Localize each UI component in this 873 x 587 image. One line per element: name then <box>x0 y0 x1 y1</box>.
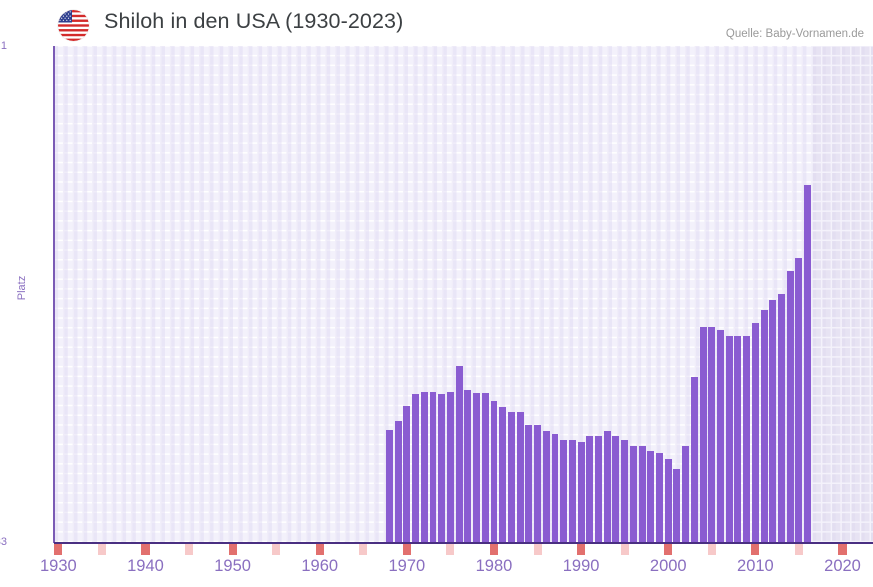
bar-2012[interactable] <box>769 300 777 543</box>
bar-2016[interactable] <box>804 185 812 543</box>
x-axis-major-mark-1960 <box>315 544 324 555</box>
bar-2005[interactable] <box>708 327 716 543</box>
bar-2007[interactable] <box>725 336 733 543</box>
bar-1972[interactable] <box>420 392 428 543</box>
bar-2010[interactable] <box>751 323 759 543</box>
bar-1969[interactable] <box>394 421 402 543</box>
bar-1986[interactable] <box>542 431 550 543</box>
x-axis-minor-mark-1995 <box>620 544 629 555</box>
no-data-grid <box>812 46 873 543</box>
x-tick-label-1960: 1960 <box>301 557 339 575</box>
y-axis-tick-top: 1 <box>0 40 7 52</box>
x-axis-major-mark-2000 <box>664 544 673 555</box>
bar-1988[interactable] <box>560 440 568 543</box>
bar-2008[interactable] <box>734 336 742 543</box>
y-axis-title: Platz <box>16 275 28 301</box>
bar-2003[interactable] <box>690 377 698 543</box>
x-axis-major-mark-1940 <box>141 544 150 555</box>
x-tick-label-1950: 1950 <box>214 557 251 575</box>
bar-1976[interactable] <box>455 366 463 543</box>
bar-1977[interactable] <box>464 390 472 543</box>
bar-2013[interactable] <box>778 294 785 543</box>
x-tick-label-1980: 1980 <box>475 557 513 575</box>
x-tick-label-2020: 2020 <box>824 557 861 575</box>
plot-area <box>54 46 873 543</box>
bar-1992[interactable] <box>595 436 603 543</box>
bar-1979[interactable] <box>481 393 489 543</box>
bar-2002[interactable] <box>682 446 690 543</box>
x-axis-major-mark-2020 <box>838 544 847 555</box>
bar-2014[interactable] <box>786 271 794 543</box>
y-axis-tick-bottom: 17633 <box>0 536 7 548</box>
bar-1974[interactable] <box>438 394 446 543</box>
bar-1971[interactable] <box>412 394 420 543</box>
source-attribution: Quelle: Baby-Vornamen.de <box>725 28 864 40</box>
x-axis-major-mark-1930 <box>54 544 63 555</box>
bar-1990[interactable] <box>577 442 585 543</box>
bar-1989[interactable] <box>568 440 576 543</box>
bar-2009[interactable] <box>743 336 751 543</box>
bar-1973[interactable] <box>429 392 437 543</box>
x-axis-major-mark-1980 <box>489 544 499 555</box>
bar-1996[interactable] <box>629 446 637 543</box>
bar-1978[interactable] <box>473 393 481 543</box>
bar-1997[interactable] <box>638 446 646 543</box>
x-tick-label-1930: 1930 <box>40 557 77 575</box>
x-tick-label-2010: 2010 <box>737 557 774 575</box>
x-axis-minor-mark-1945 <box>185 544 194 555</box>
bar-1999[interactable] <box>656 453 664 543</box>
bar-2011[interactable] <box>760 310 768 543</box>
x-axis-minor-mark-1965 <box>359 544 368 555</box>
page-title: Shiloh in den USA (1930-2023) <box>104 9 404 33</box>
x-axis-minor-mark-1935 <box>97 544 106 555</box>
bar-2001[interactable] <box>673 469 681 543</box>
bar-2006[interactable] <box>717 330 724 543</box>
x-axis-major-mark-2010 <box>751 544 760 555</box>
x-axis-minor-mark-1985 <box>533 544 542 555</box>
bar-1987[interactable] <box>551 434 559 543</box>
bar-2000[interactable] <box>664 459 672 543</box>
x-axis-major-mark-1970 <box>402 544 411 555</box>
chart-header: Shiloh in den USA (1930-2023) Quelle: Ba… <box>0 0 873 46</box>
bar-1982[interactable] <box>507 412 515 543</box>
bar-1981[interactable] <box>499 407 507 543</box>
bar-1994[interactable] <box>612 436 620 543</box>
us-flag-icon <box>58 10 89 41</box>
x-axis-major-mark-1990 <box>577 544 586 555</box>
x-tick-label-1970: 1970 <box>388 557 426 575</box>
bar-1998[interactable] <box>647 451 655 543</box>
x-tick-label-1940: 1940 <box>127 557 164 575</box>
bar-1991[interactable] <box>586 436 594 543</box>
bar-1970[interactable] <box>403 406 411 543</box>
bar-1975[interactable] <box>446 392 454 543</box>
bar-1968[interactable] <box>385 430 393 543</box>
bar-1983[interactable] <box>516 412 524 543</box>
bar-1995[interactable] <box>621 440 629 543</box>
y-axis-line <box>53 46 55 543</box>
x-axis-minor-mark-2005 <box>707 544 716 555</box>
x-axis-minor-mark-1955 <box>272 544 281 555</box>
bar-1993[interactable] <box>603 431 611 543</box>
bar-1980[interactable] <box>490 401 498 543</box>
bar-1985[interactable] <box>534 425 542 543</box>
bar-1984[interactable] <box>525 425 533 543</box>
bar-2015[interactable] <box>795 258 803 543</box>
bar-2004[interactable] <box>699 327 707 543</box>
x-axis-line <box>54 542 873 544</box>
x-tick-label-2000: 2000 <box>649 557 687 575</box>
x-axis-minor-mark-1975 <box>446 544 455 555</box>
x-tick-label-1990: 1990 <box>562 557 600 575</box>
x-axis-minor-mark-2015 <box>794 544 803 555</box>
x-axis-major-mark-1950 <box>228 544 237 555</box>
